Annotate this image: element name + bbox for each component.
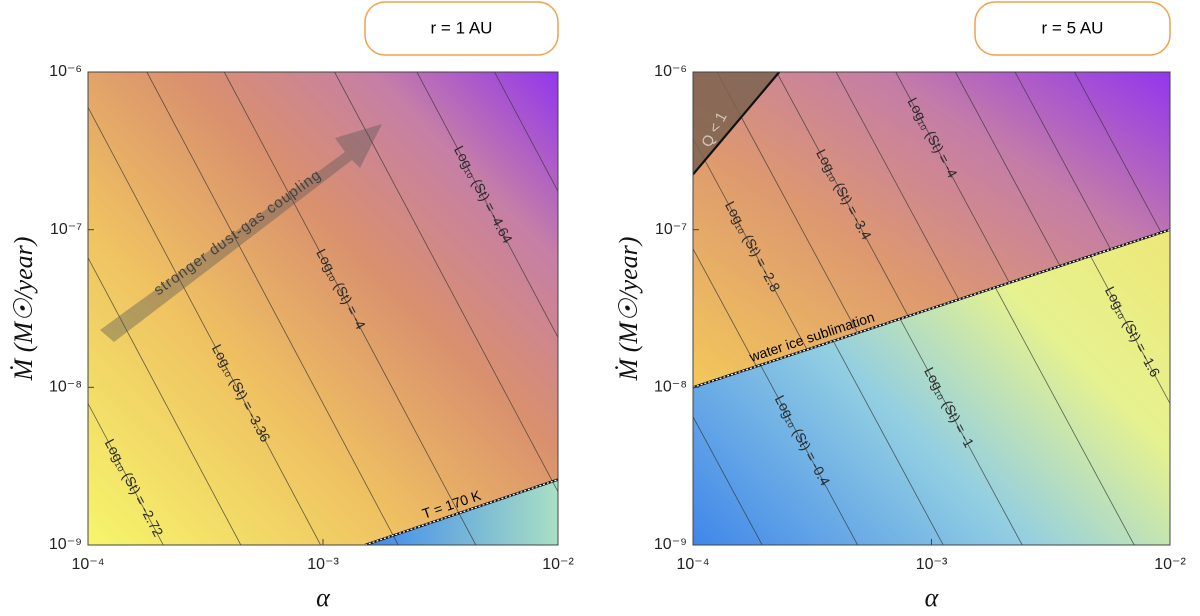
contour-group [88,106,321,545]
contour-group [494,72,558,193]
plot-area [693,72,1170,545]
region [693,72,1170,388]
x-tick-label: 10⁻³ [307,556,339,573]
contour-group [223,72,477,545]
y-tick-label: 10⁻⁹ [654,536,687,553]
contour-group [146,72,399,545]
y-axis-label: Ṁ (M☉/year) [9,237,38,382]
contour-line [146,72,399,545]
background [88,72,558,545]
contour-line [693,72,854,388]
contour-group [990,229,1170,545]
contour-line [416,72,558,339]
contour-line [334,72,558,493]
x-tick-label: 10⁻⁴ [676,556,709,573]
contour-group [693,229,763,545]
x-axis-label: α [316,583,331,612]
contour-line [878,229,1135,545]
region-edge [693,72,781,176]
y-tick-label: 10⁻⁸ [49,379,82,396]
contour-group [776,72,1033,388]
contour-line [88,256,242,545]
contour-group [88,402,164,545]
contour-line [716,72,973,388]
contour-line [1074,72,1170,388]
contour-line [494,72,558,193]
x-tick-label: 10⁻² [542,556,574,573]
title-box [974,1,1171,56]
contour-group [716,72,973,388]
y-tick-label: 10⁻⁷ [50,221,82,238]
contour-group [416,72,558,339]
boundary-line [364,479,558,545]
x-tick-label: 10⁻² [1154,556,1186,573]
y-tick-label: 10⁻⁶ [654,63,687,80]
contour-line [990,229,1170,545]
x-tick-label: 10⁻⁴ [71,556,104,573]
arrow [100,124,382,342]
contour-group [693,72,854,388]
x-tick-label: 10⁻³ [916,556,948,573]
y-tick-label: 10⁻⁶ [49,63,82,80]
arrow-shape [100,124,382,342]
title-box [364,1,559,56]
contour-line [776,72,1033,388]
contour-group [334,72,558,493]
contour-group [1074,72,1170,388]
contour-line [88,402,164,545]
y-tick-label: 10⁻⁹ [49,536,82,553]
panel-title: r = 5 AU [1042,18,1104,37]
contour-line [223,72,477,545]
y-tick-label: 10⁻⁸ [654,379,687,396]
contour-group [88,256,242,545]
panel-title: r = 1 AU [431,18,493,37]
plot-area [88,72,558,545]
x-axis-label: α [925,583,940,612]
contour-line [693,229,763,545]
boundary-line [693,228,1170,389]
contour-line [88,106,321,545]
y-tick-label: 10⁻⁷ [655,221,687,238]
contour-group [878,229,1135,545]
y-axis-label: Ṁ (M☉/year) [614,237,643,382]
